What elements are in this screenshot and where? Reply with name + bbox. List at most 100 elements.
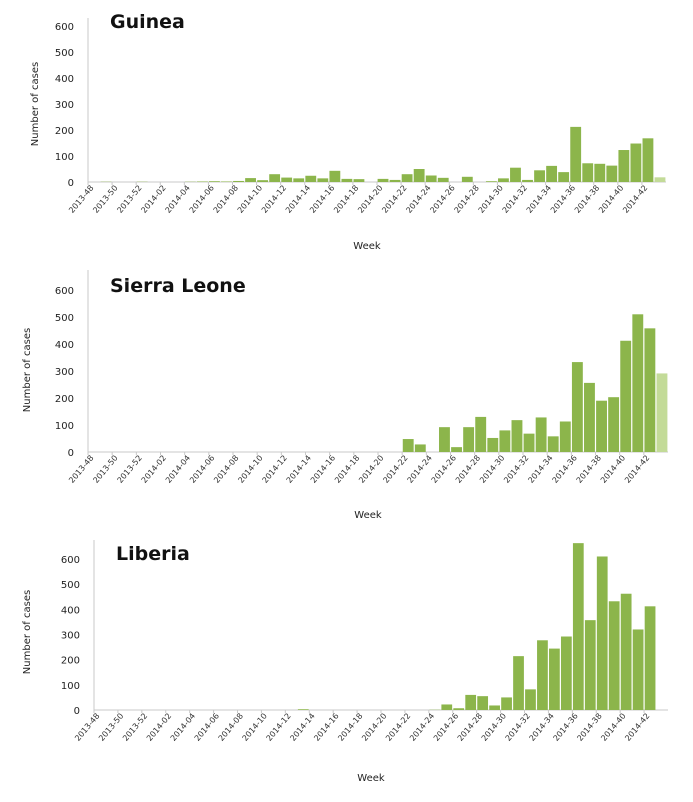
bar-2014-13 bbox=[297, 709, 309, 710]
bar-2014-33 bbox=[534, 170, 545, 182]
bar-2014-27 bbox=[465, 694, 477, 710]
bar-2014-41 bbox=[630, 143, 642, 182]
chart-panel-sierra-leone: 01002003004005006002013-482013-502013-52… bbox=[22, 270, 668, 521]
bar-2014-37 bbox=[582, 163, 594, 182]
bar-2014-32 bbox=[522, 179, 533, 182]
y-tick-label: 200 bbox=[61, 656, 80, 667]
y-tick-label: 200 bbox=[55, 394, 74, 405]
bar-2014-42 bbox=[644, 328, 656, 452]
bar-2014-09 bbox=[245, 178, 256, 182]
bar-2014-43 bbox=[656, 373, 668, 452]
bar-2014-36 bbox=[572, 543, 584, 710]
x-axis-label: Week bbox=[353, 241, 381, 252]
bar-2014-08 bbox=[233, 180, 244, 182]
bar-2014-33 bbox=[537, 640, 548, 710]
bar-2014-37 bbox=[584, 382, 595, 452]
bar-2014-29 bbox=[487, 437, 499, 452]
x-tick-label: 2014-42 bbox=[623, 712, 651, 743]
y-tick-label: 0 bbox=[68, 178, 74, 189]
bar-2014-37 bbox=[584, 620, 596, 710]
bar-2014-20 bbox=[377, 178, 389, 182]
bar-2014-25 bbox=[437, 177, 449, 182]
bar-2014-31 bbox=[511, 420, 523, 452]
bar-2014-31 bbox=[513, 656, 524, 710]
bar-2014-33 bbox=[535, 417, 547, 452]
bar-2014-32 bbox=[525, 689, 536, 710]
bar-2014-13 bbox=[293, 178, 305, 182]
bar-2014-22 bbox=[402, 439, 414, 452]
bar-2014-38 bbox=[596, 400, 607, 452]
y-tick-label: 300 bbox=[61, 631, 80, 642]
y-axis-label: Number of cases bbox=[30, 62, 41, 146]
bar-2014-38 bbox=[594, 163, 606, 182]
bar-2014-32 bbox=[523, 433, 535, 452]
bar-2014-25 bbox=[439, 427, 450, 452]
bar-2014-35 bbox=[558, 172, 570, 182]
bar-2014-28 bbox=[475, 416, 487, 452]
bar-2014-27 bbox=[461, 176, 473, 182]
bar-2014-43 bbox=[654, 177, 666, 182]
bar-2014-10 bbox=[257, 180, 269, 182]
chart-title: Guinea bbox=[110, 11, 185, 33]
x-axis-label: Week bbox=[357, 773, 385, 784]
bar-2014-21 bbox=[389, 179, 401, 182]
bar-2014-17 bbox=[341, 178, 353, 182]
y-tick-label: 300 bbox=[55, 100, 74, 111]
y-tick-label: 0 bbox=[74, 706, 80, 717]
bar-2014-07 bbox=[221, 181, 232, 182]
y-tick-label: 500 bbox=[55, 48, 74, 59]
bar-2014-11 bbox=[269, 174, 281, 182]
chart-panel-liberia: 01002003004005006002013-482013-502013-52… bbox=[22, 540, 668, 784]
y-tick-label: 300 bbox=[55, 367, 74, 378]
bar-2014-40 bbox=[620, 593, 632, 710]
bar-2014-35 bbox=[559, 421, 571, 452]
bar-2014-39 bbox=[608, 601, 620, 710]
bar-2014-29 bbox=[485, 181, 497, 182]
y-tick-label: 100 bbox=[55, 152, 74, 163]
bar-2014-42 bbox=[644, 606, 656, 710]
y-tick-label: 0 bbox=[68, 448, 74, 459]
bar-2014-39 bbox=[606, 165, 618, 182]
bar-2014-41 bbox=[632, 314, 644, 452]
bar-2014-35 bbox=[560, 636, 572, 710]
bar-2014-26 bbox=[451, 447, 462, 452]
bar-2014-12 bbox=[281, 177, 293, 182]
y-tick-label: 400 bbox=[55, 340, 74, 351]
bar-2014-27 bbox=[463, 427, 475, 452]
x-tick-label: 2014-42 bbox=[623, 454, 651, 485]
y-tick-label: 400 bbox=[61, 605, 80, 616]
y-tick-label: 600 bbox=[55, 22, 74, 33]
y-tick-label: 600 bbox=[55, 286, 74, 297]
y-tick-label: 500 bbox=[61, 580, 80, 591]
bar-2014-30 bbox=[498, 178, 509, 182]
bar-2014-30 bbox=[499, 430, 511, 452]
bar-2014-38 bbox=[596, 556, 608, 710]
bar-2014-34 bbox=[546, 165, 558, 182]
bar-2014-30 bbox=[501, 697, 512, 710]
bar-2014-06 bbox=[209, 181, 220, 182]
y-tick-label: 400 bbox=[55, 74, 74, 85]
x-axis-label: Week bbox=[354, 510, 382, 521]
y-axis-label: Number of cases bbox=[22, 590, 33, 674]
bar-2014-25 bbox=[441, 704, 453, 710]
bar-2014-39 bbox=[608, 397, 620, 452]
bar-2014-23 bbox=[414, 444, 426, 452]
chart-title: Sierra Leone bbox=[110, 275, 246, 297]
y-tick-label: 100 bbox=[55, 421, 74, 432]
bar-2014-24 bbox=[425, 175, 437, 182]
bar-2014-34 bbox=[549, 648, 560, 710]
chart-panel-guinea: 01002003004005006002013-482013-502013-52… bbox=[30, 11, 666, 252]
y-axis-label: Number of cases bbox=[22, 328, 33, 412]
bar-2014-05 bbox=[196, 181, 208, 182]
bar-2014-22 bbox=[401, 174, 413, 182]
x-tick-label: 2014-42 bbox=[621, 184, 649, 215]
bar-2014-40 bbox=[618, 150, 630, 182]
y-tick-label: 500 bbox=[55, 313, 74, 324]
bar-2014-26 bbox=[453, 708, 465, 710]
bar-2014-36 bbox=[570, 126, 582, 182]
y-tick-label: 600 bbox=[61, 555, 80, 566]
bar-2014-42 bbox=[642, 138, 654, 182]
bar-2014-40 bbox=[620, 340, 632, 452]
